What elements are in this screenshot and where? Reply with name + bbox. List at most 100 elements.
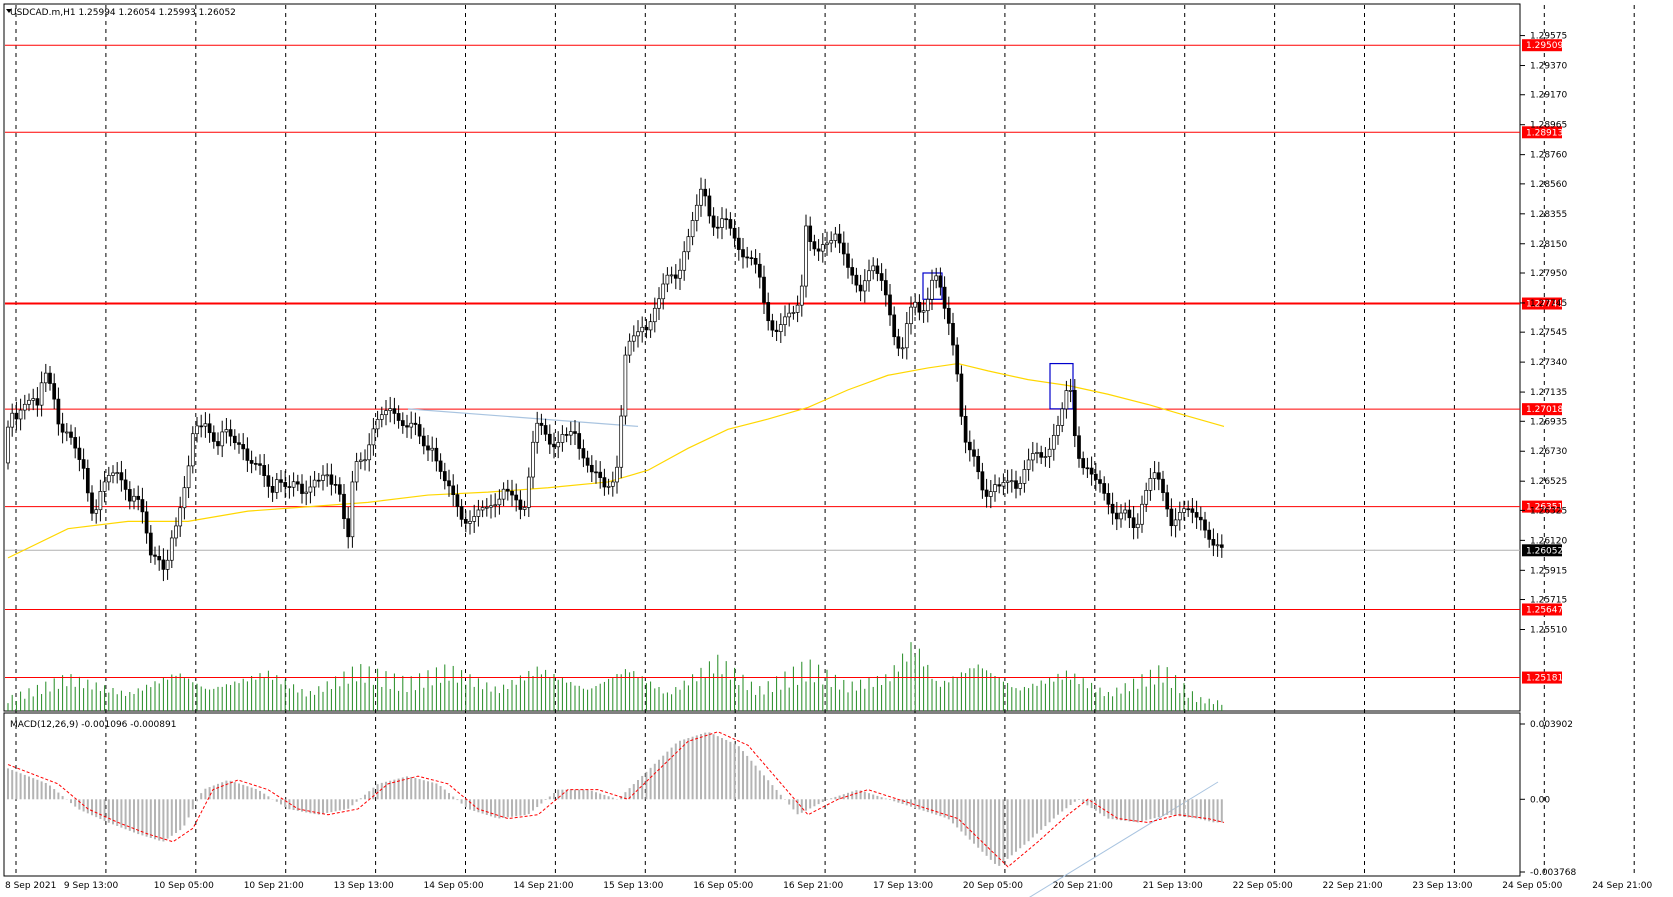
macd-tick-label: 0.003902 xyxy=(1530,720,1573,730)
candle-body xyxy=(711,215,716,228)
candle-body xyxy=(203,423,208,427)
candle-body xyxy=(434,447,439,462)
candle-body xyxy=(535,422,540,443)
candle-body xyxy=(732,227,737,239)
candle-body xyxy=(300,483,304,494)
dropdown-icon[interactable] xyxy=(6,9,12,13)
candle-body xyxy=(820,244,825,252)
candle-body xyxy=(753,257,758,265)
level-tag xyxy=(1522,500,1562,513)
candle-body xyxy=(459,506,464,520)
candle-body xyxy=(43,372,48,384)
candle-body xyxy=(988,491,993,497)
macd-tick-label: -0.003768 xyxy=(1530,868,1576,878)
candle-body xyxy=(829,240,834,244)
candle-body xyxy=(438,460,443,472)
candle-body xyxy=(963,415,968,443)
candle-body xyxy=(543,425,548,435)
price-tick-label: 1.28760 xyxy=(1530,151,1567,161)
macd-label: MACD(12,26,9) -0.001096 -0.000891 xyxy=(10,720,176,730)
candle-body xyxy=(497,498,502,506)
candle-body xyxy=(1140,503,1144,525)
price-tick-label: 1.26935 xyxy=(1530,417,1567,427)
candle-body xyxy=(342,493,346,520)
candle-body xyxy=(119,472,124,481)
candle-body xyxy=(867,270,871,282)
candle-body xyxy=(816,248,821,252)
candle-body xyxy=(892,314,897,338)
candle-body xyxy=(1182,508,1186,513)
price-tick-label: 1.26730 xyxy=(1530,447,1567,457)
price-tick-label: 1.27745 xyxy=(1530,299,1567,309)
candle-body xyxy=(258,463,262,466)
candle-body xyxy=(1035,452,1039,454)
candle-body xyxy=(879,273,884,281)
candle-body xyxy=(1144,490,1149,505)
candle-body xyxy=(367,444,372,461)
candle-body xyxy=(917,301,922,313)
candle-body xyxy=(623,354,628,417)
price-tick-label: 1.25915 xyxy=(1530,566,1567,576)
candle-body xyxy=(997,484,1002,487)
candle-body xyxy=(182,487,187,509)
candle-body xyxy=(178,507,183,527)
candle-body xyxy=(262,465,267,476)
time-tick-label: 20 Sep 21:00 xyxy=(1053,881,1113,891)
candle-body xyxy=(598,471,603,478)
candle-body xyxy=(652,307,657,323)
candle-body xyxy=(140,499,145,513)
candle-body xyxy=(757,263,762,278)
candle-body xyxy=(430,447,435,451)
candle-body xyxy=(69,431,73,438)
candle-body xyxy=(232,435,237,444)
candle-body xyxy=(862,280,867,292)
candle-body xyxy=(195,425,199,435)
price-tick-label: 1.26525 xyxy=(1530,477,1567,487)
price-tick-label: 1.25510 xyxy=(1530,625,1567,635)
candle-body xyxy=(976,455,981,473)
candle-body xyxy=(930,279,934,300)
candle-body xyxy=(413,422,418,425)
candle-body xyxy=(81,459,86,469)
candle-body xyxy=(1056,425,1060,436)
candle-body xyxy=(442,471,447,482)
level-label: 1.25647 xyxy=(1526,605,1563,615)
price-tick-label: 1.28150 xyxy=(1530,240,1567,250)
candle-body xyxy=(312,479,317,488)
candle-body xyxy=(455,494,460,507)
candle-body xyxy=(921,310,926,313)
candle-body xyxy=(174,525,178,539)
level-tag xyxy=(1522,297,1562,310)
candle-body xyxy=(56,398,61,425)
candle-body xyxy=(295,481,300,485)
candle-body xyxy=(1169,508,1174,527)
candle-body xyxy=(627,340,632,356)
candle-body xyxy=(984,489,989,497)
candle-body xyxy=(417,424,422,437)
candle-body xyxy=(640,326,645,333)
candle-body xyxy=(375,418,380,430)
price-tick-label: 1.25715 xyxy=(1530,596,1567,606)
time-tick-label: 24 Sep 21:00 xyxy=(1592,881,1652,891)
candle-body xyxy=(871,265,876,272)
candle-body xyxy=(514,494,519,501)
candle-body xyxy=(900,347,905,350)
candle-body xyxy=(749,257,754,259)
candle-body xyxy=(333,484,338,486)
current-price-label: 1.26052 xyxy=(1526,546,1563,556)
candle-body xyxy=(951,323,955,346)
candle-body xyxy=(770,320,775,331)
candle-body xyxy=(631,335,636,342)
candle-body xyxy=(636,331,640,337)
candle-body xyxy=(291,481,296,488)
price-pane[interactable] xyxy=(3,3,1521,712)
candle-body xyxy=(237,442,241,445)
candle-body xyxy=(266,475,271,487)
candle-body xyxy=(94,509,99,514)
candle-body xyxy=(1148,478,1153,491)
candle-body xyxy=(589,464,594,473)
candle-body xyxy=(724,218,729,221)
candle-body xyxy=(854,274,859,286)
